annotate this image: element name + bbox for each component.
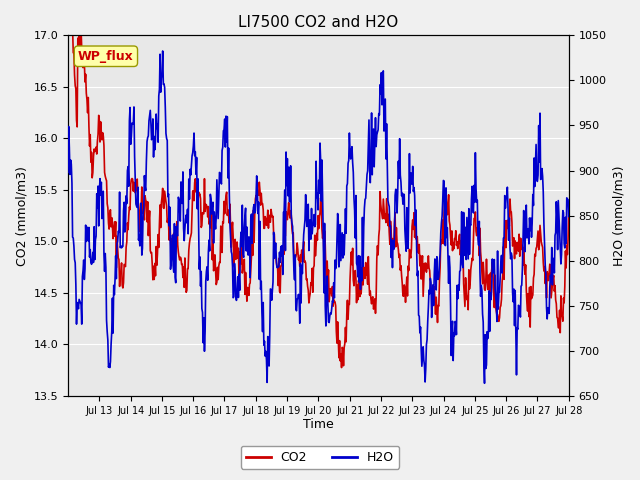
Legend: CO2, H2O: CO2, H2O	[241, 446, 399, 469]
Y-axis label: H2O (mmol/m3): H2O (mmol/m3)	[612, 166, 625, 266]
Text: WP_flux: WP_flux	[78, 50, 134, 63]
X-axis label: Time: Time	[303, 419, 333, 432]
Title: LI7500 CO2 and H2O: LI7500 CO2 and H2O	[238, 15, 399, 30]
Y-axis label: CO2 (mmol/m3): CO2 (mmol/m3)	[15, 166, 28, 265]
